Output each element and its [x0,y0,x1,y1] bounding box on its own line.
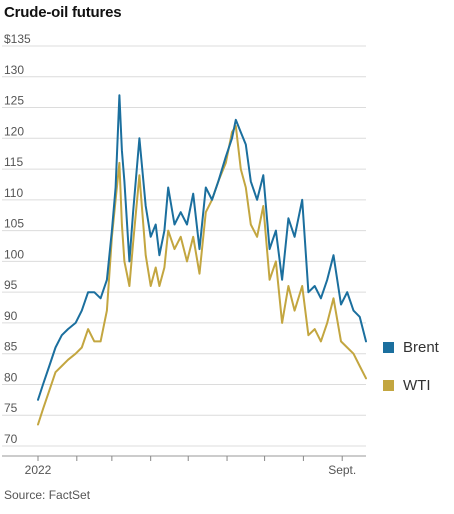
y-tick-label: $135 [4,32,31,46]
chart-title: Crude-oil futures [4,4,122,21]
y-tick-label: 125 [4,94,24,108]
y-tick-label: 70 [4,432,18,446]
y-tick-label: 100 [4,247,24,261]
legend-swatch-wti [383,380,394,391]
series-line-wti [37,125,367,426]
y-tick-label: 120 [4,124,24,138]
legend-item-wti: WTI [383,377,431,394]
y-tick-label: 105 [4,217,24,231]
y-tick-label: 130 [4,63,24,77]
series-line-brent [37,94,367,401]
y-tick-label: 75 [4,401,18,415]
x-tick-label: Sept. [328,463,356,477]
legend-item-brent: Brent [383,339,439,356]
y-tick-label: 95 [4,278,18,292]
y-tick-label: 115 [4,155,23,169]
legend-label-wti: WTI [403,377,431,394]
x-tick-label: 2022 [25,463,52,477]
y-tick-label: 85 [4,340,18,354]
y-tick-label: 80 [4,370,18,384]
legend-label-brent: Brent [403,339,439,356]
y-tick-label: 110 [4,186,23,200]
legend-swatch-brent [383,342,394,353]
y-tick-label: 90 [4,309,18,323]
source-note: Source: FactSet [4,488,91,502]
